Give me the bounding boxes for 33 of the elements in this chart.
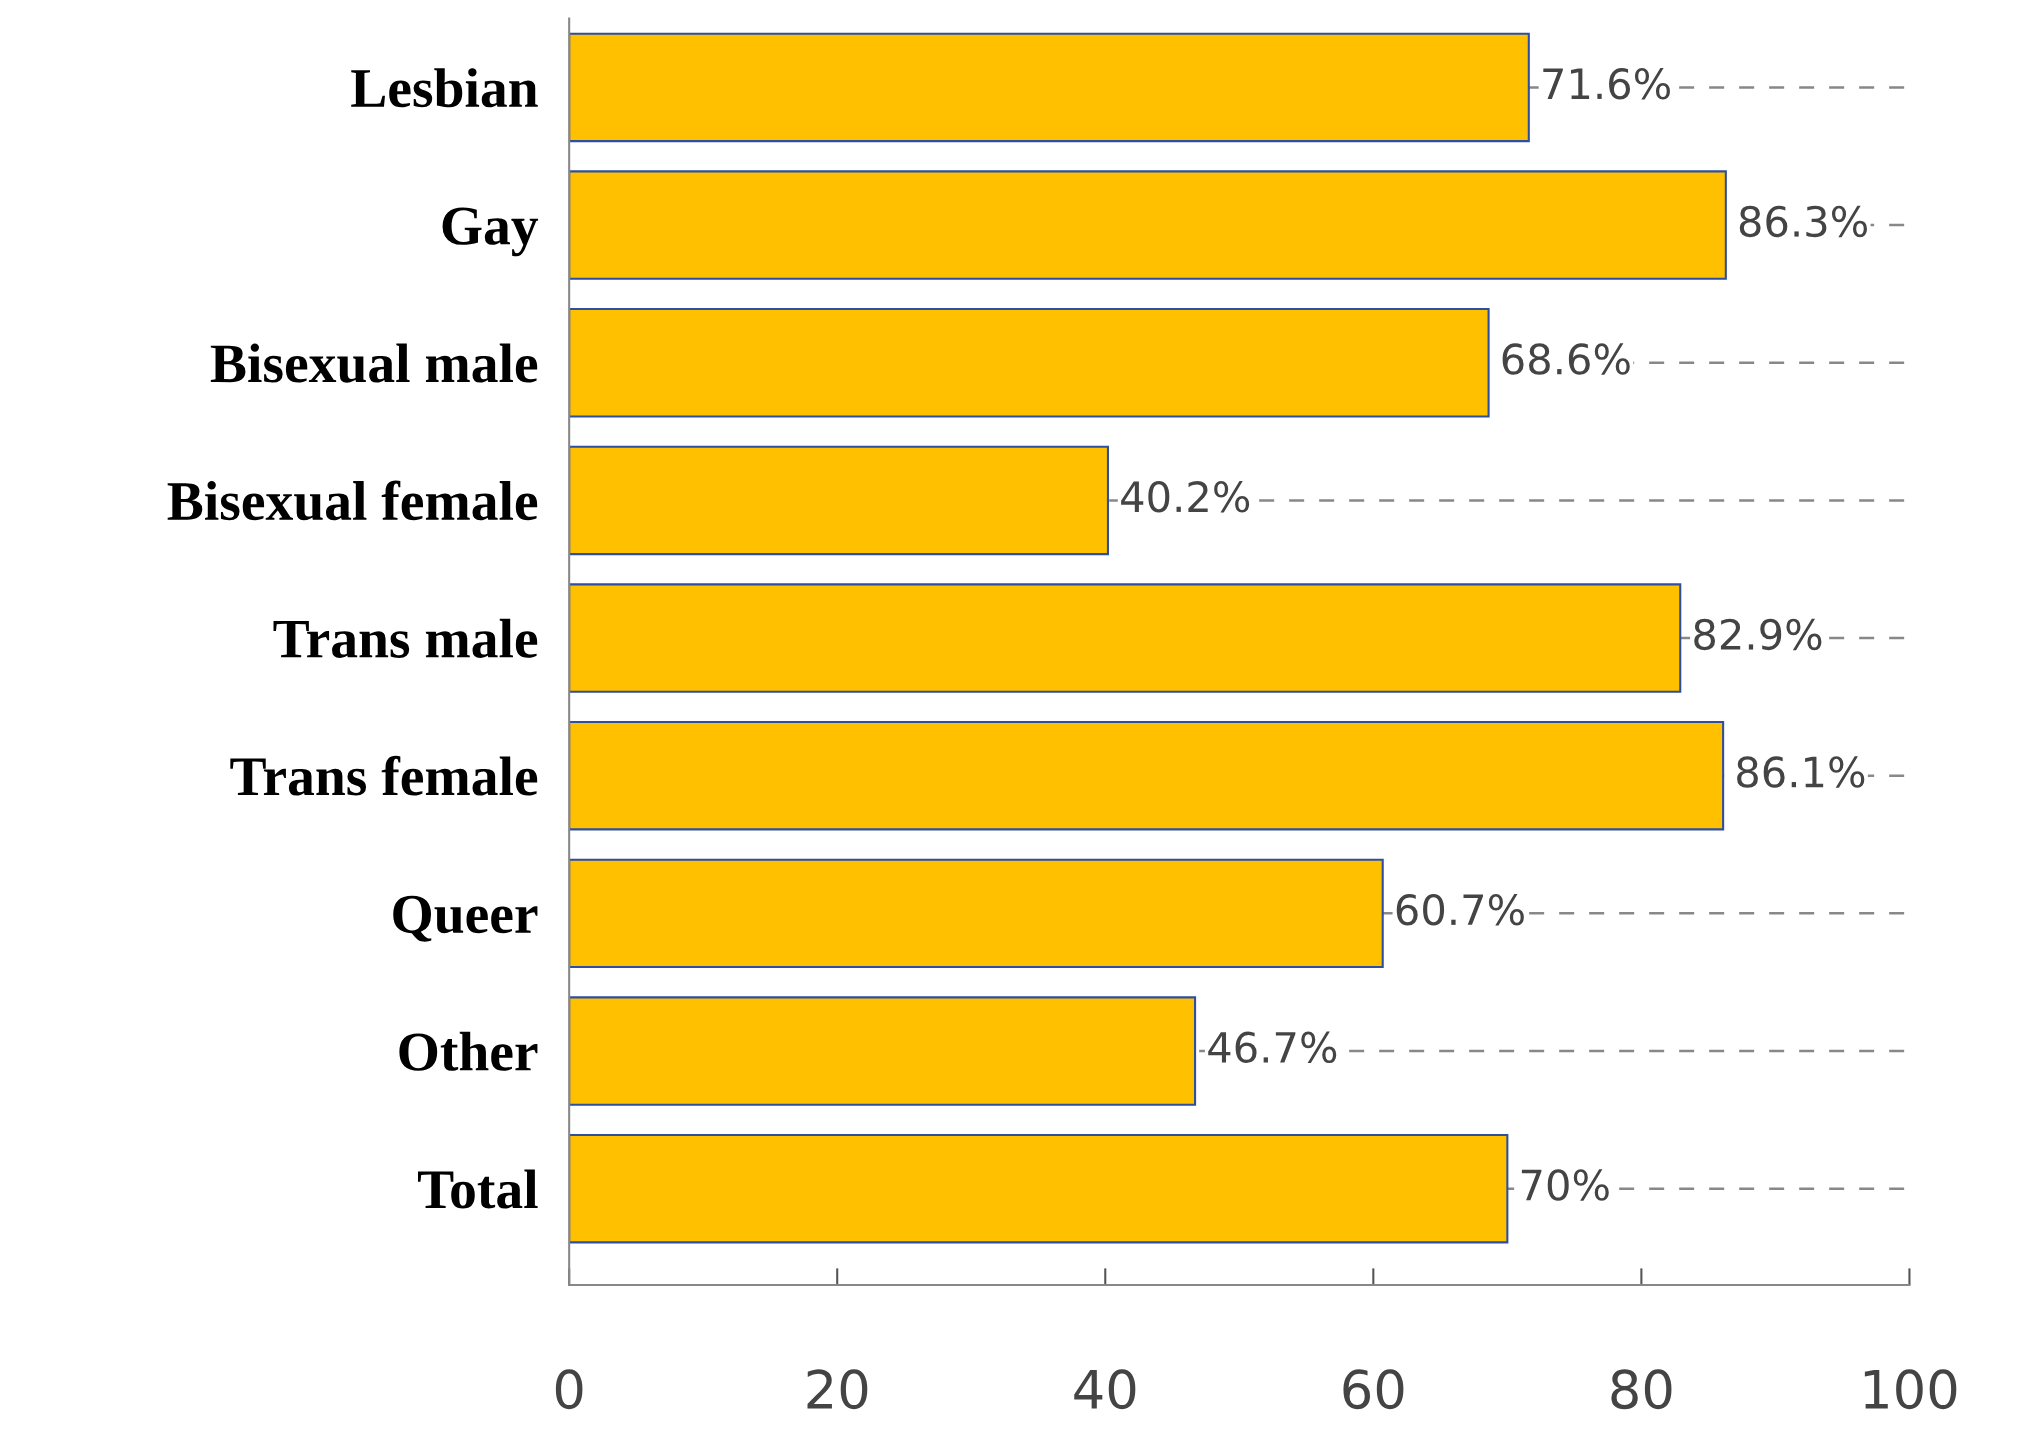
bar bbox=[569, 858, 1384, 969]
x-tick-label: 40 bbox=[1074, 1369, 1136, 1410]
bar bbox=[569, 308, 1490, 418]
data-label: 40.2% bbox=[1121, 480, 1250, 513]
data-label: 82.9% bbox=[1694, 618, 1822, 651]
x-tick-label: 60 bbox=[1343, 1369, 1404, 1410]
y-tick-label: Lesbian bbox=[351, 68, 538, 108]
bar bbox=[569, 445, 1109, 556]
data-label: 68.6% bbox=[1502, 343, 1630, 375]
y-tick-label: Trans male bbox=[273, 618, 538, 658]
data-label: 86.1% bbox=[1737, 756, 1865, 788]
bar bbox=[569, 996, 1197, 1106]
y-tick-label: Queer bbox=[393, 895, 538, 942]
bar bbox=[569, 32, 1530, 143]
x-tick-label: 0 bbox=[555, 1369, 583, 1410]
data-label: 71.6% bbox=[1543, 68, 1670, 100]
bar bbox=[569, 170, 1727, 280]
y-tick-label: Bisexual male bbox=[210, 343, 538, 383]
data-label: 86.3% bbox=[1739, 205, 1867, 238]
bar bbox=[569, 720, 1725, 831]
x-tick-label: 100 bbox=[1864, 1369, 1957, 1410]
y-tick-label: Total bbox=[418, 1169, 538, 1209]
y-tick-label: Trans female bbox=[230, 755, 538, 796]
y-tick-label: Other bbox=[399, 1031, 538, 1071]
y-tick-label: Gay bbox=[442, 207, 539, 257]
data-label: 46.7% bbox=[1208, 1031, 1337, 1064]
x-tick-label: 20 bbox=[807, 1369, 868, 1410]
x-tick-label: 80 bbox=[1611, 1369, 1672, 1410]
data-label: 70% bbox=[1521, 1169, 1609, 1201]
data-label: 60.7% bbox=[1396, 893, 1524, 926]
y-tick-label: Bisexual female bbox=[167, 480, 538, 521]
bar bbox=[569, 583, 1682, 693]
bar bbox=[569, 1133, 1509, 1244]
